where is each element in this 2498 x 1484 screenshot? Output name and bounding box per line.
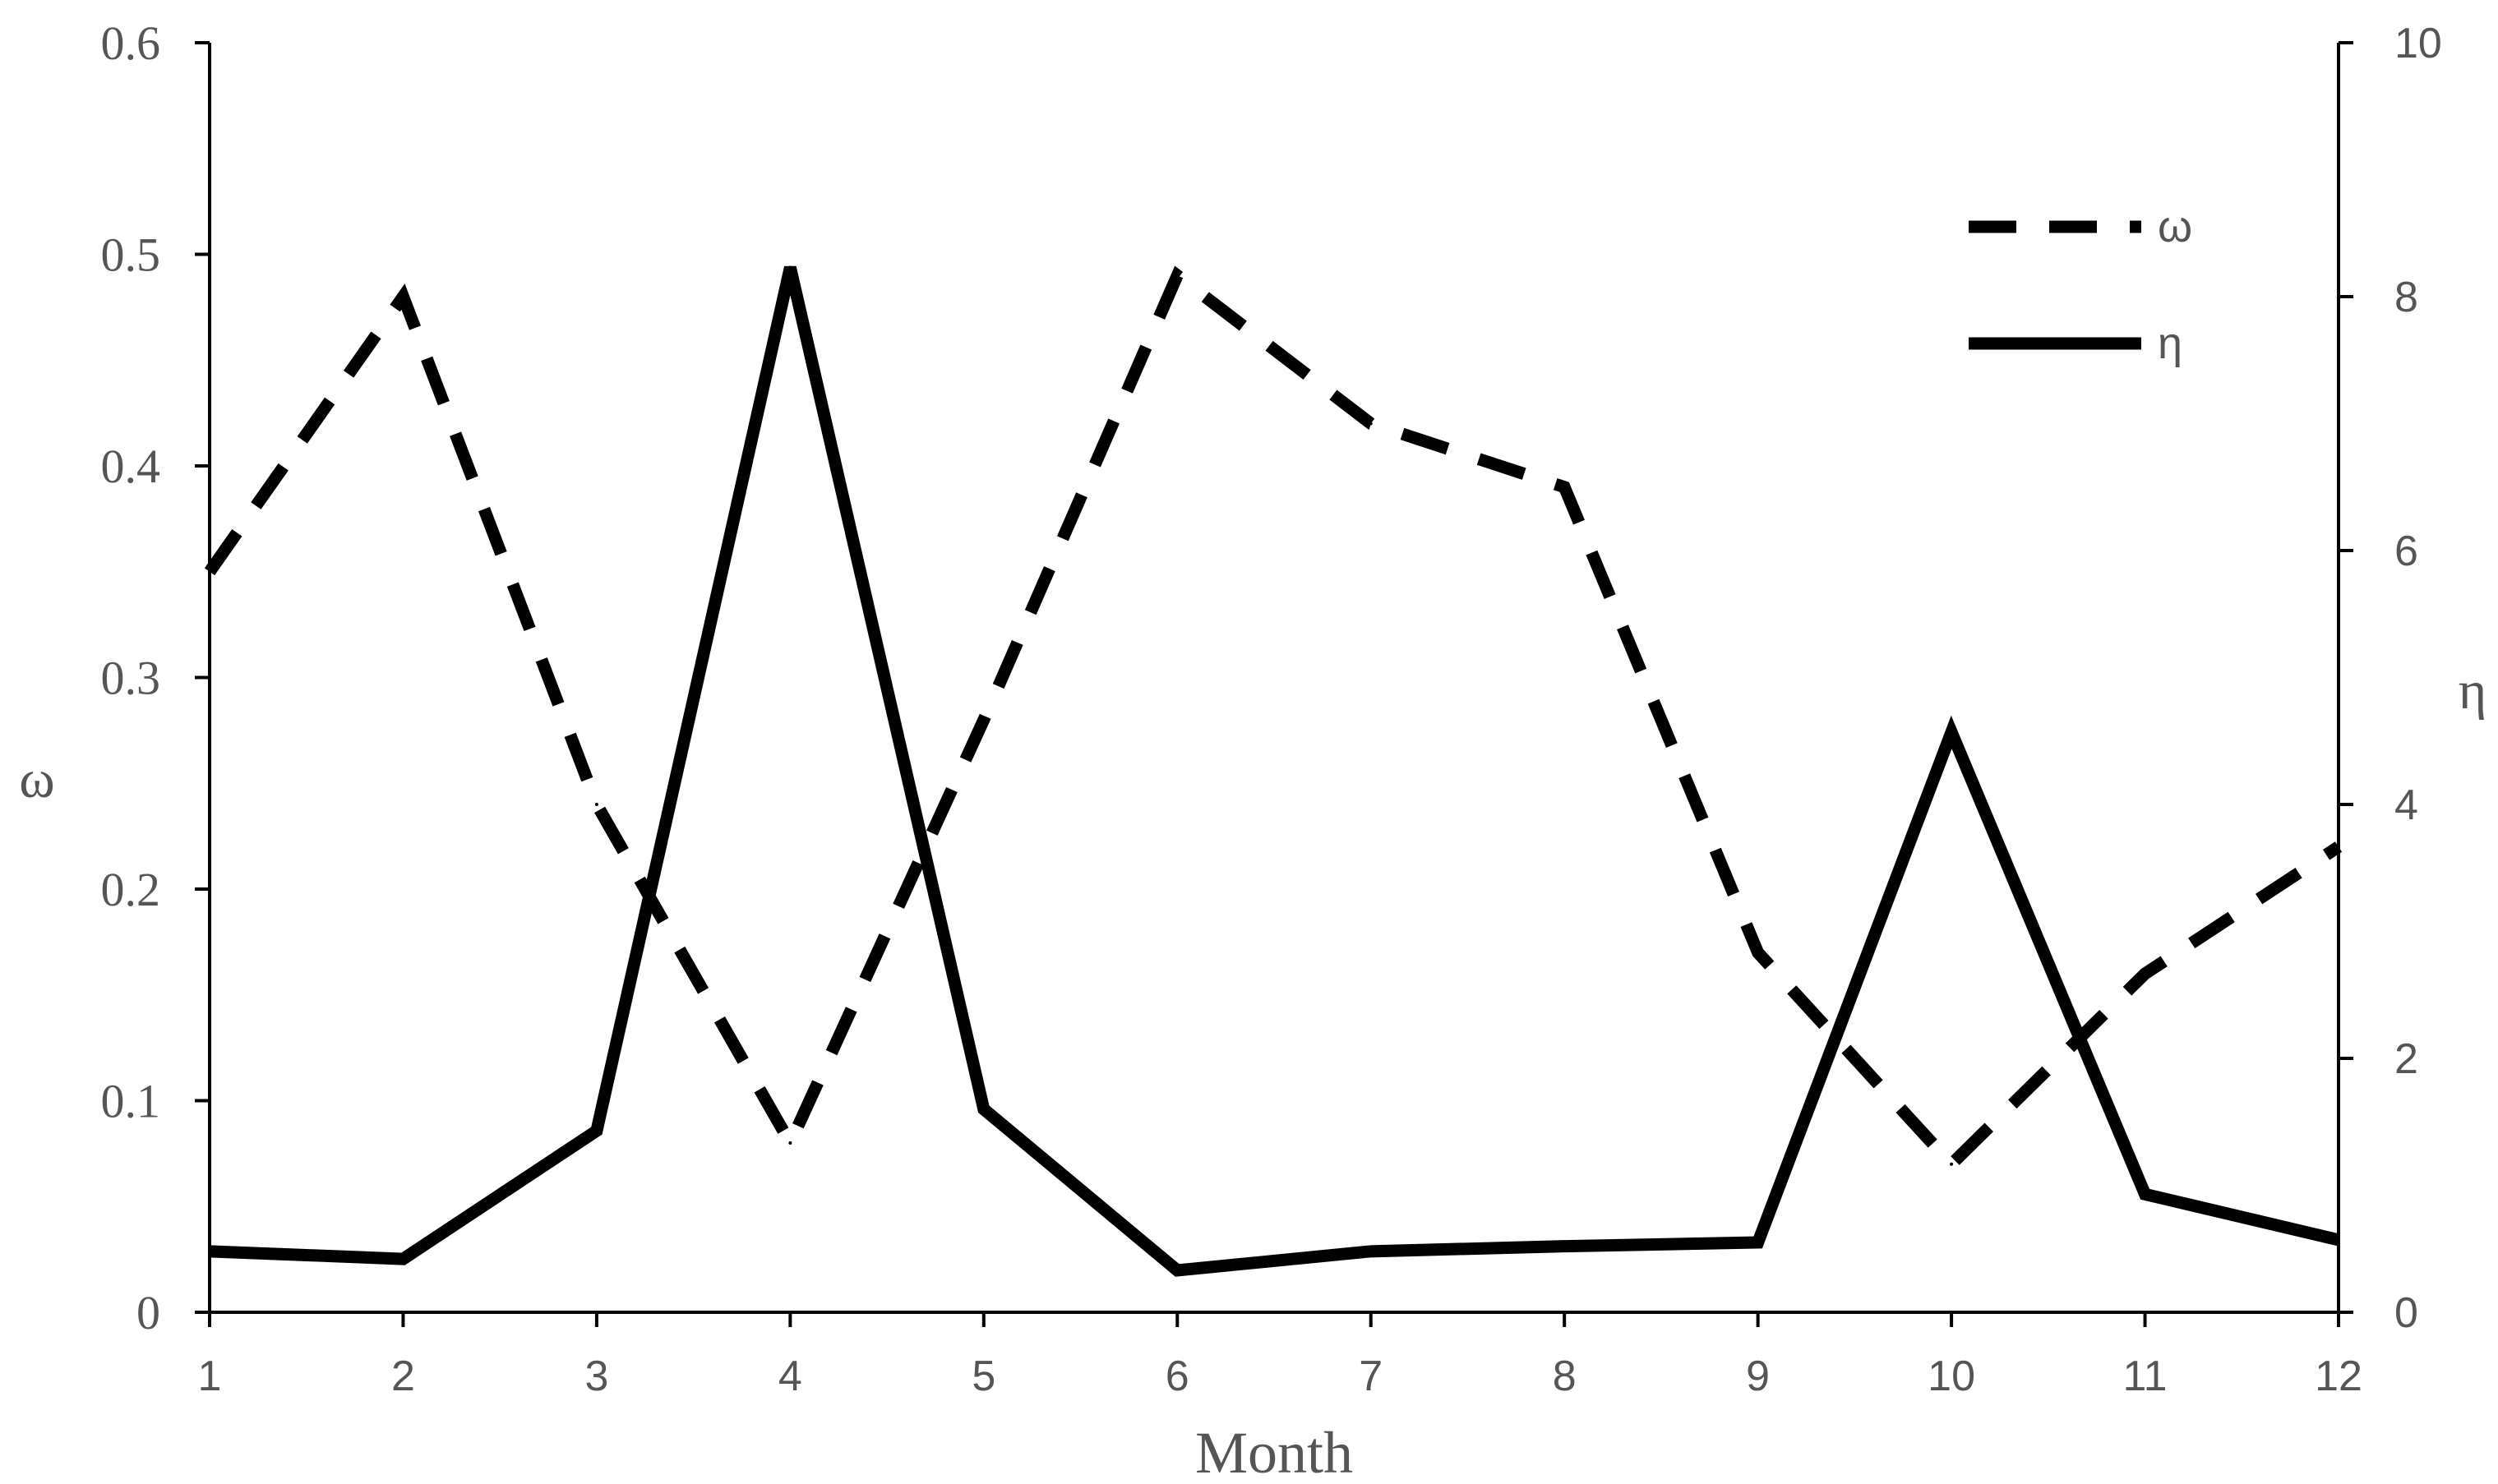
omega-data-point bbox=[208, 569, 211, 574]
eta-data-point bbox=[788, 265, 792, 270]
y-tick-label-right: 6 bbox=[2394, 528, 2418, 575]
omega-data-point bbox=[1563, 485, 1567, 489]
omega-data-point bbox=[981, 718, 986, 721]
eta-data-point bbox=[208, 1249, 211, 1253]
axes bbox=[195, 41, 2353, 1327]
omega-data-point bbox=[401, 295, 405, 298]
y-tick-label-left: 0.3 bbox=[101, 652, 161, 705]
omega-data-point bbox=[1756, 951, 1760, 955]
eta-data-point bbox=[2143, 1192, 2147, 1196]
eta-data-point bbox=[1756, 1241, 1760, 1245]
eta-data-point bbox=[1563, 1244, 1567, 1248]
x-tick-label: 8 bbox=[1553, 1353, 1577, 1400]
y-tick-label-right: 0 bbox=[2394, 1289, 2418, 1337]
y-tick-label-right: 2 bbox=[2394, 1035, 2418, 1083]
omega-data-point bbox=[594, 803, 598, 806]
eta-data-point bbox=[1950, 730, 1954, 734]
eta-series-line bbox=[209, 265, 2340, 1277]
x-tick-label: 2 bbox=[391, 1353, 415, 1400]
eta-data-point bbox=[1369, 1249, 1373, 1253]
y-tick-label-left: 0 bbox=[136, 1286, 160, 1339]
x-tick-label: 4 bbox=[778, 1353, 802, 1400]
y-tick-label-right: 8 bbox=[2394, 274, 2418, 321]
omega-data-point bbox=[2143, 972, 2147, 975]
omega-data-point bbox=[1950, 1162, 1954, 1166]
eta-data-point bbox=[981, 1107, 986, 1111]
x-tick-label: 1 bbox=[198, 1353, 222, 1400]
omega-data-point bbox=[2337, 845, 2340, 849]
x-tick-label: 10 bbox=[1928, 1353, 1975, 1400]
x-tick-label: 5 bbox=[972, 1353, 995, 1400]
y-tick-label-left: 0.6 bbox=[101, 16, 161, 70]
x-axis-title: Month bbox=[1195, 1420, 1353, 1484]
legend-label-eta: η bbox=[2158, 319, 2182, 368]
y-tick-label-left: 0.5 bbox=[101, 228, 161, 282]
series-lines bbox=[204, 265, 2343, 1277]
y-tick-label-left: 0.2 bbox=[101, 863, 161, 916]
x-tick-label: 6 bbox=[1166, 1353, 1189, 1400]
eta-data-point bbox=[401, 1257, 405, 1261]
eta-data-point bbox=[1175, 1269, 1180, 1273]
y-axis-title-left: ω bbox=[19, 749, 54, 809]
legend: ωη bbox=[1969, 202, 2192, 368]
x-tick-label: 7 bbox=[1359, 1353, 1383, 1400]
eta-data-point bbox=[2337, 1237, 2340, 1242]
omega-data-point bbox=[788, 1141, 792, 1145]
omega-data-point bbox=[1175, 274, 1180, 278]
eta-data-point bbox=[594, 1129, 598, 1133]
y-tick-label-left: 0.1 bbox=[101, 1075, 161, 1128]
y-tick-label-left: 0.4 bbox=[101, 440, 161, 493]
x-tick-label: 12 bbox=[2315, 1353, 2362, 1400]
y-axis-title-right: η bbox=[2459, 661, 2487, 721]
x-tick-label: 11 bbox=[2123, 1353, 2168, 1400]
x-tick-label: 3 bbox=[584, 1353, 608, 1400]
x-tick-label: 9 bbox=[1746, 1353, 1770, 1400]
y-tick-label-right: 4 bbox=[2394, 781, 2418, 829]
omega-series-line bbox=[204, 265, 2343, 1173]
legend-label-omega: ω bbox=[2158, 202, 2192, 251]
omega-data-point bbox=[1369, 422, 1373, 426]
y-tick-label-right: 10 bbox=[2394, 20, 2442, 67]
